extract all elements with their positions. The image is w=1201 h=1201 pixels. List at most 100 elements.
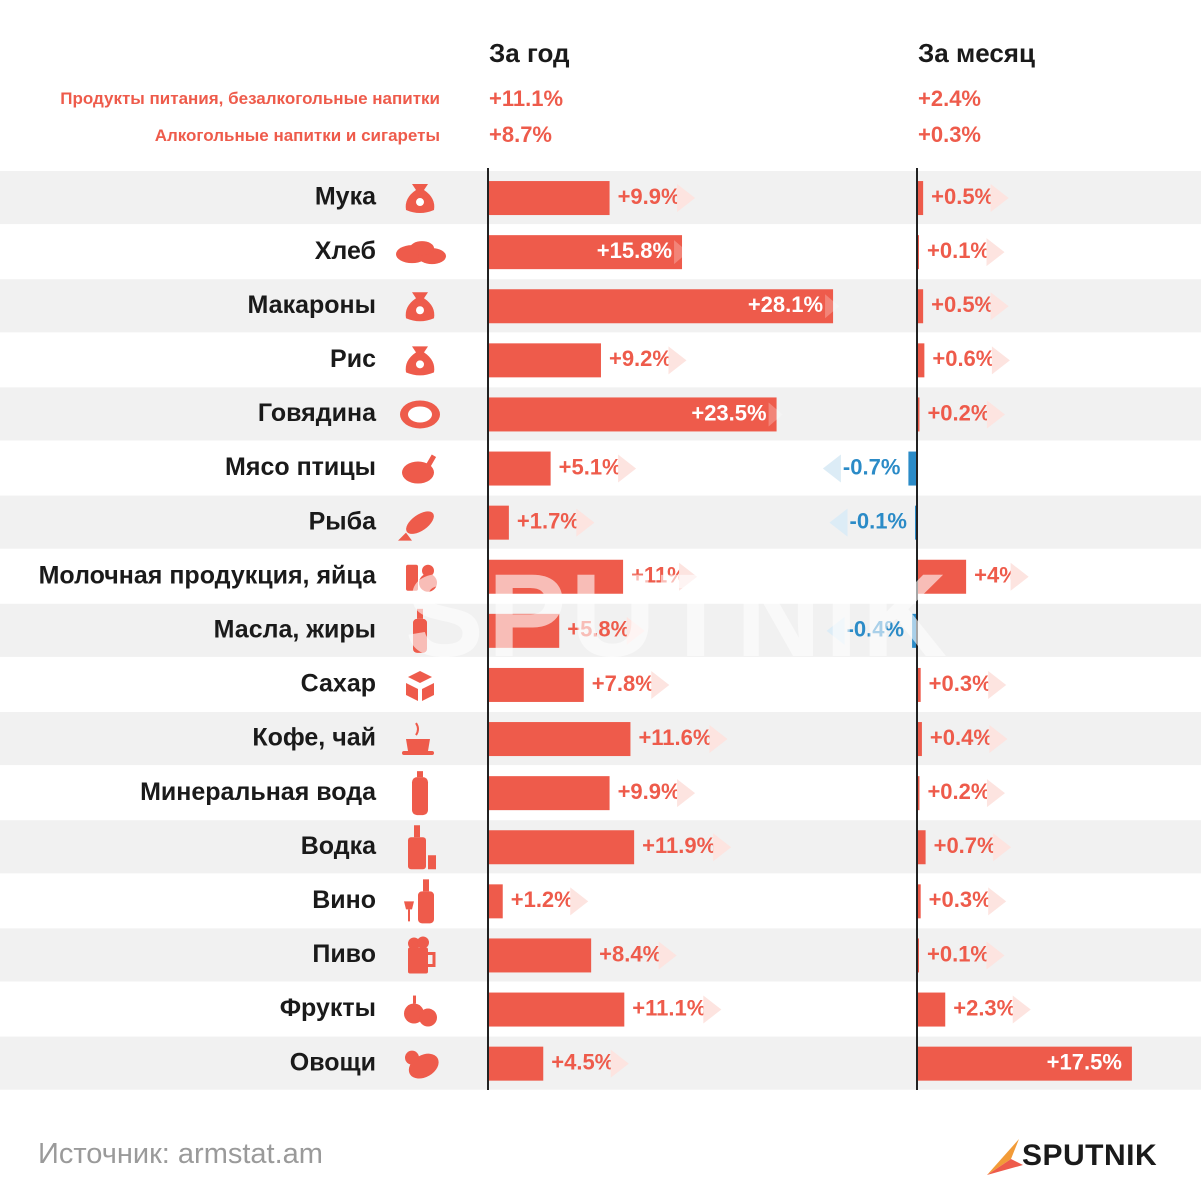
value-label-month: +0.2%: [927, 779, 990, 804]
summary-food-year: +11.1%: [489, 86, 564, 111]
category-label: Хлеб: [315, 237, 376, 265]
row-stripe: [0, 495, 1201, 549]
label-arrow: [668, 346, 687, 375]
value-label-month: +0.3%: [929, 887, 992, 912]
value-label-year: +23.5%: [691, 400, 766, 425]
bar-year: [488, 451, 551, 486]
bar-year: [488, 397, 777, 432]
category-label: Мука: [315, 183, 377, 211]
chart-axes: [487, 168, 918, 1090]
label-arrow: [626, 616, 645, 645]
bar-year: [488, 613, 560, 648]
value-label-month: +0.3%: [929, 671, 992, 696]
value-label-year: +28.1%: [748, 292, 823, 317]
summary-alcohol-label: Алкогольные напитки и сигареты: [154, 126, 440, 145]
label-arrow: [677, 779, 696, 808]
label-arrow: [658, 941, 677, 970]
label-arrow: [990, 184, 1009, 213]
category-label: Фрукты: [280, 994, 376, 1022]
value-label-month: +0.1%: [927, 941, 990, 966]
category-label: Молочная продукция, яйца: [39, 561, 377, 589]
category-label: Рис: [330, 345, 376, 373]
bar-month: [917, 722, 922, 757]
value-label-year: +4.5%: [551, 1049, 614, 1074]
bar-month: [917, 884, 921, 919]
category-label: Говядина: [258, 399, 377, 427]
bar-month: [917, 289, 924, 324]
label-arrow: [679, 562, 698, 591]
beer-mug-icon: [408, 936, 436, 974]
vodka-icon: [408, 825, 436, 870]
label-arrow: [991, 346, 1010, 375]
label-arrow: [986, 941, 1005, 970]
value-label-year: +1.2%: [511, 887, 574, 912]
value-label-year: +9.9%: [618, 779, 681, 804]
value-label-year: +11.9%: [642, 833, 716, 858]
bar-month: [917, 776, 920, 811]
value-label-year: +7.8%: [592, 671, 655, 696]
summary-alcohol-month: +0.3%: [918, 122, 981, 147]
header-month: За месяц: [918, 38, 1035, 68]
value-label-year: +11%: [631, 563, 687, 588]
label-arrow: [709, 725, 728, 754]
summary-food-month: +2.4%: [918, 86, 981, 111]
label-arrow: [825, 294, 840, 319]
value-label-year: +9.9%: [618, 184, 681, 209]
value-label-year: +8.4%: [599, 941, 662, 966]
bread-icon: [396, 241, 446, 265]
chart-icons: [396, 184, 446, 1079]
summary-alcohol-year: +8.7%: [489, 122, 552, 147]
bar-year: [488, 235, 683, 270]
label-arrow: [576, 508, 595, 537]
label-arrow: [986, 779, 1005, 808]
brand-name: SPUTNIK: [1022, 1139, 1158, 1172]
bar-month: [917, 181, 924, 216]
category-label: Масла, жиры: [214, 615, 376, 643]
value-label-month: -0.1%: [850, 508, 907, 533]
value-label-month: +0.4%: [930, 725, 993, 750]
bar-month: [917, 1046, 1132, 1081]
category-label: Вино: [312, 886, 376, 914]
source-note: Источник: armstat.am: [38, 1138, 323, 1170]
bar-year: [488, 830, 635, 865]
bar-year: [488, 722, 631, 757]
label-arrow: [713, 833, 732, 862]
label-arrow: [703, 995, 722, 1024]
label-arrow: [768, 402, 783, 427]
water-bottle-icon: [412, 771, 428, 816]
value-label-month: +17.5%: [1047, 1049, 1122, 1074]
label-arrow: [610, 1049, 629, 1078]
bar-month: [917, 397, 920, 432]
label-arrow: [1010, 562, 1029, 591]
header-year: За год: [489, 38, 570, 68]
category-label: Пиво: [312, 940, 376, 968]
pasta-sack-icon: [405, 292, 435, 322]
category-label: Макароны: [248, 291, 376, 319]
label-arrow: [826, 616, 845, 645]
bar-year: [488, 938, 592, 973]
bar-year: [488, 776, 610, 811]
category-label: Рыба: [309, 507, 377, 535]
fish-icon: [398, 511, 434, 541]
row-stripe: [0, 603, 1201, 657]
bar-year: [488, 505, 509, 540]
bar-year: [488, 667, 584, 702]
chart-labels: Мука +9.9% +0.5% Хлеб +15.8% +0.1% Макароны +28…: [39, 183, 1122, 1078]
bar-month: [917, 559, 967, 594]
label-arrow: [674, 240, 689, 265]
label-arrow: [1012, 995, 1031, 1024]
label-arrow: [988, 887, 1007, 916]
bar-year: [488, 559, 624, 594]
summary-food-label: Продукты питания, безалкогольные напитки: [60, 89, 440, 108]
value-label-month: -0.4%: [847, 617, 904, 642]
value-label-month: +0.2%: [927, 400, 990, 425]
value-label-month: +0.5%: [931, 184, 994, 209]
bar-year: [488, 181, 610, 216]
value-label-month: -0.7%: [843, 454, 900, 479]
label-arrow: [993, 833, 1012, 862]
oil-bottle-icon: [413, 608, 427, 653]
category-label: Минеральная вода: [140, 778, 377, 806]
bar-month: [917, 343, 925, 378]
value-label-month: +0.5%: [931, 292, 994, 317]
